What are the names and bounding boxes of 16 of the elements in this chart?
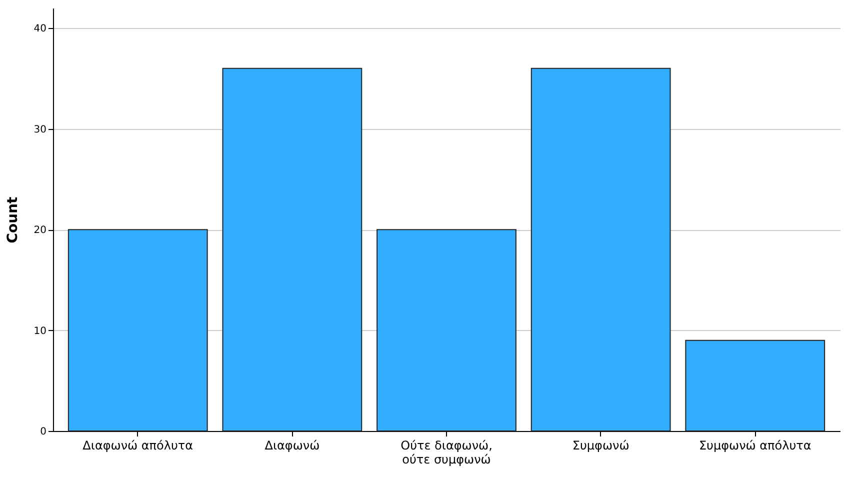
x-tick-label: Συμφωνώ απόλυτα [698, 438, 812, 452]
y-tick-label: 30 [34, 124, 46, 136]
y-tick-label: 0 [40, 426, 46, 438]
bar [222, 68, 362, 432]
y-axis-title: Count [4, 196, 21, 244]
x-tick-label: Διαφωνώ απόλυτα [82, 438, 194, 452]
y-tick-label: 20 [34, 225, 46, 236]
bar [376, 229, 516, 432]
x-tick-label: Συμφωνώ [572, 438, 630, 452]
bar [685, 340, 826, 432]
bar [68, 229, 208, 432]
y-tick-label: 40 [34, 24, 46, 35]
x-tick-label: Ούτε διαφωνώ, ούτε συμφωνώ [400, 438, 492, 466]
bar [530, 68, 671, 432]
y-tick-label: 10 [34, 326, 46, 337]
x-tick-label: Διαφωνώ [264, 438, 320, 452]
